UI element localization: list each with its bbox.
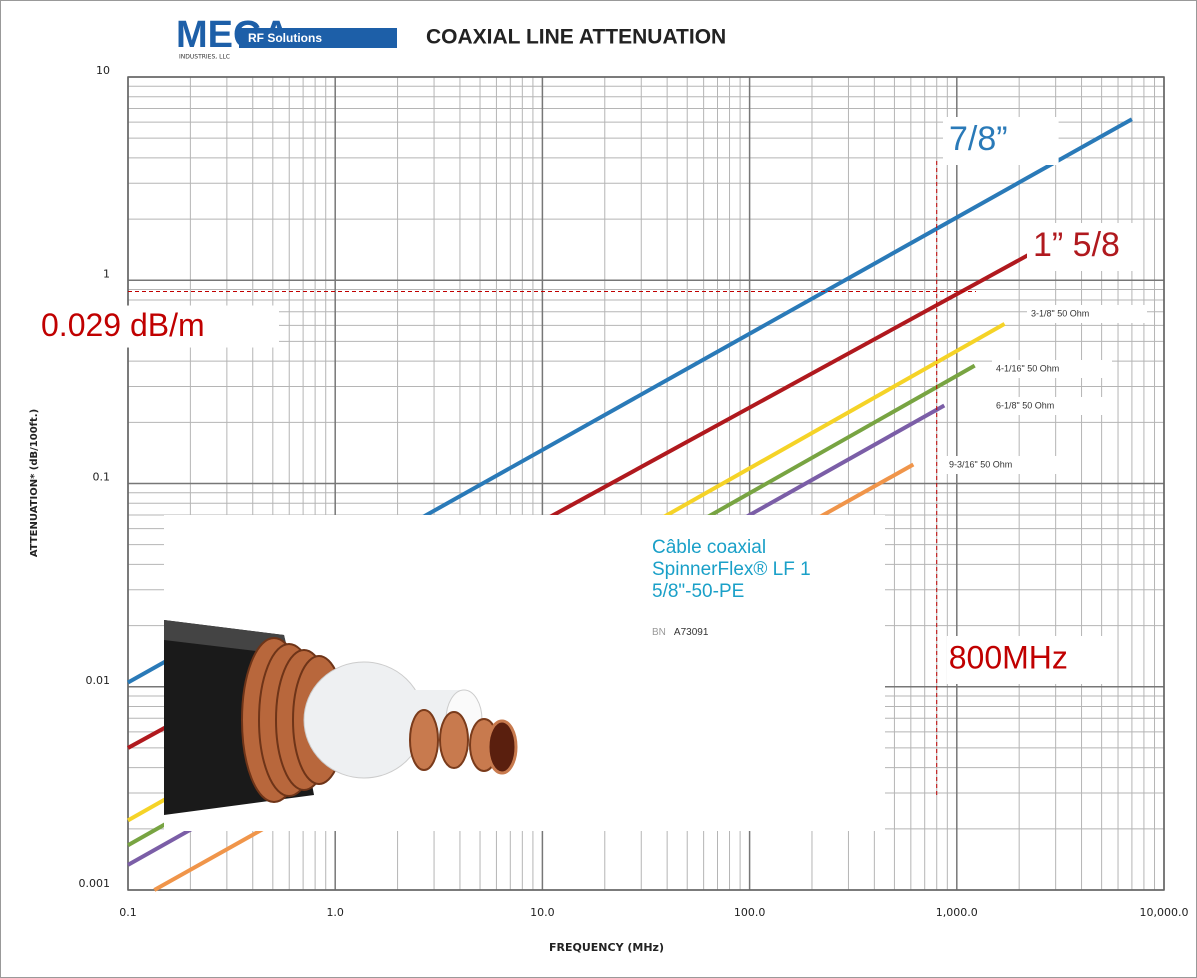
y-tick-label: 0.01 [86, 674, 111, 687]
y-axis-label: ATTENUATION* (dB/100ft.) [29, 409, 40, 557]
legend-label: 4-1/16" 50 Ohm [996, 363, 1059, 373]
card-title: Câble coaxial SpinnerFlex® LF 1 5/8"-50-… [652, 537, 882, 603]
x-tick-label: 10,000.0 [1140, 906, 1189, 919]
cable-image [164, 515, 644, 831]
code-label: BN [652, 627, 666, 638]
product-card: Câble coaxial SpinnerFlex® LF 1 5/8"-50-… [164, 515, 885, 831]
chart-title: COAXIAL LINE ATTENUATION [426, 26, 726, 49]
page: MEGA RF Solutions INDUSTRIES, LLC COAXIA… [0, 0, 1197, 978]
logo-sub: INDUSTRIES, LLC [179, 54, 230, 61]
annotation: 0.029 dB/m [41, 307, 205, 343]
code: A73091 [674, 627, 708, 638]
card-code: BN A73091 [652, 627, 708, 638]
x-tick-label: 100.0 [734, 906, 766, 919]
legend-label: 9-3/16" 50 Ohm [949, 459, 1012, 469]
logo-badge: RF Solutions [248, 31, 322, 45]
legend-label: 6-1/8" 50 Ohm [996, 400, 1054, 410]
legend-label: 1” 5/8 [1033, 226, 1120, 264]
y-tick-label: 0.001 [79, 877, 111, 890]
annotation: 800MHz [949, 639, 1068, 675]
x-tick-label: 0.1 [119, 906, 137, 919]
legend-label: 7/8” [949, 120, 1008, 158]
y-tick-label: 10 [96, 64, 110, 77]
x-axis-label: FREQUENCY (MHz) [549, 941, 664, 954]
x-tick-label: 1,000.0 [936, 906, 978, 919]
x-tick-label: 10.0 [530, 906, 555, 919]
y-tick-label: 0.1 [93, 471, 111, 484]
legend-label: 3-1/8" 50 Ohm [1031, 308, 1089, 318]
y-tick-label: 1 [103, 267, 110, 280]
x-tick-label: 1.0 [326, 906, 344, 919]
